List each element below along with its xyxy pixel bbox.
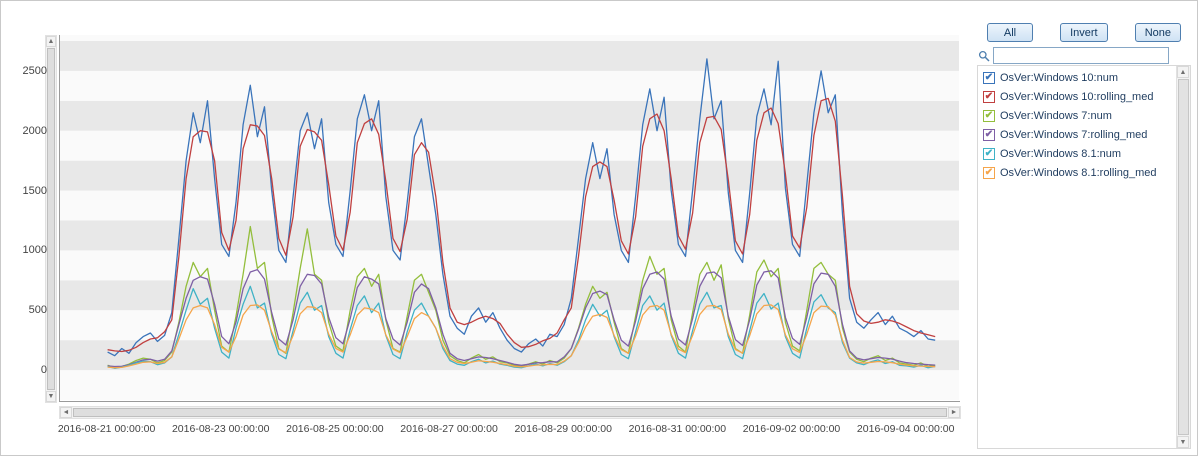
x-axis-label: 2016-08-23 00:00:00 xyxy=(171,423,270,435)
plot-band xyxy=(60,190,959,221)
chart-horizontal-scrollbar[interactable]: ◄ ► xyxy=(59,406,961,419)
legend-item[interactable]: ✔ OsVer:Windows 10:num xyxy=(978,68,1175,87)
legend-label: OsVer:Windows 8.1:rolling_med xyxy=(1000,166,1157,179)
y-axis-label: 2000 xyxy=(22,124,47,137)
search-icon xyxy=(977,50,991,62)
scroll-up-icon[interactable]: ▲ xyxy=(1177,66,1189,78)
legend-item[interactable]: ✔ OsVer:Windows 7:num xyxy=(978,106,1175,125)
plot-area[interactable] xyxy=(59,35,960,402)
series-line xyxy=(107,268,936,368)
y-axis-label: 1500 xyxy=(22,184,47,197)
legend-checkbox[interactable]: ✔ xyxy=(983,128,995,141)
legend-item[interactable]: ✔ OsVer:Windows 8.1:rolling_med xyxy=(978,163,1175,182)
series-line xyxy=(107,285,936,369)
chart-plot xyxy=(60,35,959,400)
legend-panel: All Invert None ✔ OsVer:Windows 10:num ✔ Os… xyxy=(977,23,1191,449)
plot-band xyxy=(60,35,959,41)
x-axis-label: 2016-09-02 00:00:00 xyxy=(742,423,841,435)
legend-checkbox[interactable]: ✔ xyxy=(983,71,995,84)
select-none-button[interactable]: None xyxy=(1134,23,1181,42)
x-axis-label: 2016-08-27 00:00:00 xyxy=(400,423,498,435)
legend-label: OsVer:Windows 10:num xyxy=(1000,71,1118,84)
plot-band xyxy=(60,250,959,281)
legend-label: OsVer:Windows 7:rolling_med xyxy=(1000,128,1148,141)
y-axis-label: 1000 xyxy=(22,244,47,257)
legend-listbox: ✔ OsVer:Windows 10:num ✔ OsVer:Windows 10:r… xyxy=(977,65,1191,449)
vertical-scroll-thumb[interactable] xyxy=(47,48,55,390)
invert-selection-button[interactable]: Invert xyxy=(1060,23,1108,42)
scroll-right-icon[interactable]: ► xyxy=(948,407,960,418)
plot-band xyxy=(60,100,959,131)
select-all-button[interactable]: All xyxy=(987,23,1033,42)
scroll-left-icon[interactable]: ◄ xyxy=(60,407,72,418)
x-axis-label: 2016-08-29 00:00:00 xyxy=(514,423,612,435)
legend-label: OsVer:Windows 10:rolling_med xyxy=(1000,90,1154,103)
plot-band xyxy=(60,70,959,101)
plot-band xyxy=(60,220,959,251)
legend-checkbox[interactable]: ✔ xyxy=(983,90,995,103)
plot-band xyxy=(60,310,959,341)
y-axis-label: 0 xyxy=(40,364,47,377)
series-line xyxy=(107,58,936,357)
x-axis-label: 2016-08-25 00:00:00 xyxy=(286,423,384,435)
legend-item[interactable]: ✔ OsVer:Windows 8.1:num xyxy=(978,144,1175,163)
legend-search-row xyxy=(977,47,1191,64)
legend-checkbox[interactable]: ✔ xyxy=(983,166,995,179)
x-axis-label: 2016-08-31 00:00:00 xyxy=(628,423,727,435)
y-axis-label: 2500 xyxy=(22,64,47,77)
legend-label: OsVer:Windows 8.1:num xyxy=(1000,147,1122,160)
legend-item[interactable]: ✔ OsVer:Windows 7:rolling_med xyxy=(978,125,1175,144)
chart-vertical-scrollbar[interactable]: ▲ ▼ xyxy=(45,35,57,403)
scroll-up-icon[interactable]: ▲ xyxy=(46,36,56,47)
chart-area: ▲ ▼ ◄ ► 0 500 1000 1500 2000 2500 2016-08-21 0… xyxy=(7,5,969,453)
legend-label: OsVer:Windows 7:num xyxy=(1000,109,1112,122)
plot-band xyxy=(60,160,959,191)
series-line xyxy=(107,97,936,353)
horizontal-scroll-thumb[interactable] xyxy=(73,408,947,417)
x-axis-label: 2016-08-21 00:00:00 xyxy=(57,423,156,435)
legend-search-input[interactable] xyxy=(993,47,1169,64)
legend-checkbox[interactable]: ✔ xyxy=(983,109,995,122)
scroll-down-icon[interactable]: ▼ xyxy=(1177,436,1189,448)
y-axis-label: 500 xyxy=(28,304,47,317)
legend-checkbox[interactable]: ✔ xyxy=(983,147,995,160)
legend-list: ✔ OsVer:Windows 10:num ✔ OsVer:Windows 10:r… xyxy=(978,68,1175,448)
legend-scroll-thumb[interactable] xyxy=(1178,79,1189,435)
plot-band xyxy=(60,41,959,71)
scroll-down-icon[interactable]: ▼ xyxy=(46,391,56,402)
series-line xyxy=(107,304,936,369)
plot-band xyxy=(60,370,959,400)
legend-item[interactable]: ✔ OsVer:Windows 10:rolling_med xyxy=(978,87,1175,106)
x-axis-label: 2016-09-04 00:00:00 xyxy=(856,423,955,435)
legend-button-row: All Invert None xyxy=(977,23,1191,43)
legend-scrollbar[interactable]: ▲ ▼ xyxy=(1176,66,1190,448)
